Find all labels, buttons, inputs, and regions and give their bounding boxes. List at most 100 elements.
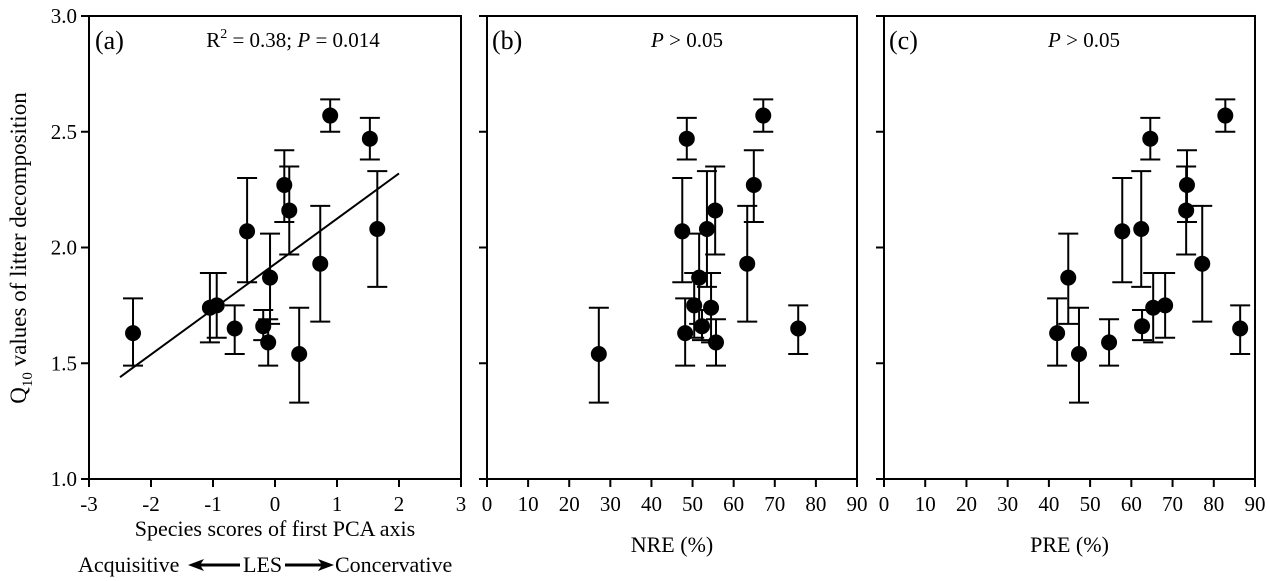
x-axis-title: Species scores of first PCA axis xyxy=(135,516,415,541)
data-point xyxy=(755,107,772,124)
stat-p-value: > 0.05 xyxy=(664,28,723,52)
x-tick-label: 0 xyxy=(482,492,493,516)
data-point-group xyxy=(1140,116,1161,161)
data-point-group xyxy=(1112,177,1133,284)
x-tick-label: 50 xyxy=(682,492,703,516)
data-point-group xyxy=(1230,304,1251,355)
x-axis-title: PRE (%) xyxy=(1030,532,1109,557)
stat-r-value: = 0.38; xyxy=(227,28,297,52)
data-point xyxy=(707,202,724,219)
data-point-group xyxy=(279,165,300,256)
data-point xyxy=(226,320,243,337)
x-tick-label: -1 xyxy=(204,492,222,516)
data-point-group xyxy=(588,306,609,404)
x-tick-label: 40 xyxy=(1038,492,1059,516)
data-point-group xyxy=(206,271,227,339)
x-axis-title: NRE (%) xyxy=(631,532,713,557)
x-tick-label: 70 xyxy=(764,492,785,516)
data-point-group xyxy=(237,177,258,284)
x-tick-label: 40 xyxy=(641,492,662,516)
stat-annotation: P > 0.05 xyxy=(650,28,723,52)
data-point-group xyxy=(1176,149,1197,224)
panel-b: 0 10 20 30 40 50 60 70 80 90 NRE (%) (b) P > 0.05 xyxy=(479,15,868,557)
x-tick-label: 60 xyxy=(723,492,744,516)
data-point-group xyxy=(1099,318,1120,367)
x-tick-label: 2 xyxy=(394,492,405,516)
data-point xyxy=(1060,269,1077,286)
plot-frame xyxy=(486,15,858,480)
data-point-group xyxy=(753,98,774,133)
stat-annotation: P > 0.05 xyxy=(1047,28,1120,52)
data-point-group xyxy=(788,304,809,355)
x-tick-label: 3 xyxy=(456,492,467,516)
right-arrow-icon xyxy=(285,559,334,571)
data-point xyxy=(707,334,724,351)
data-point xyxy=(745,176,762,193)
data-point xyxy=(208,297,225,314)
x-tick-label: 90 xyxy=(1245,492,1266,516)
x-tick-label: 20 xyxy=(956,492,977,516)
y-tick-label: 3.0 xyxy=(51,4,77,28)
data-point xyxy=(1142,130,1159,147)
panel-label: (c) xyxy=(889,26,918,55)
x-tick-label: 80 xyxy=(1203,492,1224,516)
les-annotation: Acquisitive LES Concervative xyxy=(78,552,452,577)
data-point-group xyxy=(1047,297,1068,367)
x-tick-label: 1 xyxy=(332,492,343,516)
data-point-group xyxy=(123,297,144,367)
left-arrow-icon xyxy=(188,559,240,571)
stat-r-superscript: 2 xyxy=(220,27,227,42)
x-tick-label: 50 xyxy=(1080,492,1101,516)
y-axis-title-q: Q xyxy=(6,387,31,404)
y-tick-label: 2.0 xyxy=(51,236,77,260)
data-point xyxy=(291,345,308,362)
data-point-group xyxy=(737,204,758,323)
y-axis-title-subscript: 10 xyxy=(20,372,36,387)
data-point-group xyxy=(260,232,281,325)
data-point xyxy=(739,255,756,272)
data-point xyxy=(790,320,807,337)
data-point xyxy=(698,220,715,237)
x-tick-label: 20 xyxy=(559,492,580,516)
data-point-group xyxy=(1131,170,1152,288)
x-tick-label: 0 xyxy=(879,492,890,516)
plot-frame xyxy=(883,15,1256,480)
data-point xyxy=(1194,255,1211,272)
stat-r: R xyxy=(206,28,220,52)
x-tick-label: 10 xyxy=(518,492,539,516)
les-left-label: Acquisitive xyxy=(78,552,179,577)
data-point-group xyxy=(1192,204,1213,323)
x-tick-label: 30 xyxy=(997,492,1018,516)
regression-line xyxy=(119,172,400,378)
x-tick-label: -2 xyxy=(142,492,160,516)
data-point xyxy=(1134,318,1151,335)
les-middle-label: LES xyxy=(243,552,282,577)
data-point xyxy=(703,299,720,316)
stat-p: P xyxy=(1047,28,1061,52)
stat-p: P xyxy=(296,28,310,52)
data-point xyxy=(281,202,298,219)
data-point-group xyxy=(705,165,726,256)
panel-a: 1.0 1.5 2.0 2.5 3.0 -3 -2 -1 0 1 2 3 Species scores … xyxy=(51,4,467,541)
panel-label: (b) xyxy=(492,26,522,55)
data-point-group xyxy=(696,170,717,288)
data-point-group xyxy=(1215,98,1236,133)
data-point-group xyxy=(359,116,380,161)
data-point xyxy=(674,223,691,240)
data-point-group xyxy=(705,318,726,367)
data-point-group xyxy=(224,304,245,355)
data-point xyxy=(1178,176,1195,193)
data-point xyxy=(260,334,277,351)
stat-p-value: = 0.014 xyxy=(310,28,380,52)
data-point-group xyxy=(1068,306,1089,404)
data-point xyxy=(1070,345,1087,362)
x-tick-label: 10 xyxy=(915,492,936,516)
data-point xyxy=(322,107,339,124)
data-point xyxy=(1232,320,1249,337)
data-point xyxy=(590,345,607,362)
data-point xyxy=(1145,299,1162,316)
data-point-group xyxy=(672,177,693,284)
les-right-label: Concervative xyxy=(335,552,452,577)
y-axis-title: Q10 values of litter decomposition xyxy=(6,92,36,404)
data-point xyxy=(678,130,695,147)
